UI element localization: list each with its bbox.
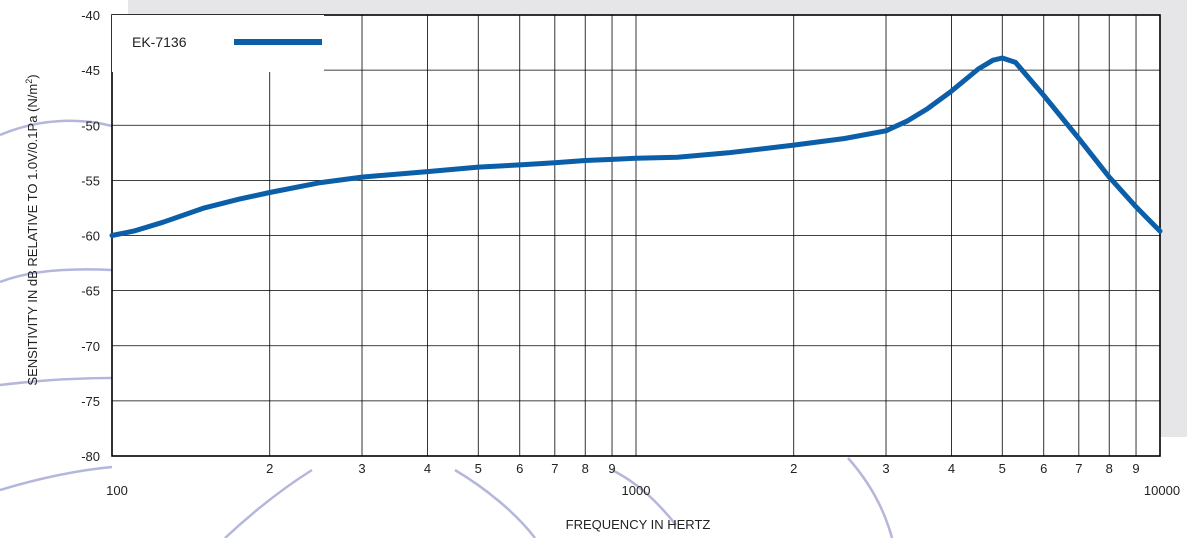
x-minor-tick-label: 9 xyxy=(608,461,615,476)
decorative-arc xyxy=(0,268,113,284)
legend: EK-7136 xyxy=(112,15,324,72)
decorative-arc xyxy=(0,465,113,492)
series-layer xyxy=(109,55,1163,238)
y-tick-labels: -40 -45 -50 -55 -60 -65 -70 -75 -80 xyxy=(81,8,100,464)
decorative-arc xyxy=(454,468,536,539)
x-major-tick-label: 1000 xyxy=(622,483,651,498)
x-minor-tick-label: 3 xyxy=(882,461,889,476)
y-tick-label: -50 xyxy=(81,118,100,133)
x-minor-tick-label: 4 xyxy=(424,461,431,476)
grid-lines xyxy=(112,15,1160,456)
x-minor-tick-label: 7 xyxy=(1075,461,1082,476)
decorative-arc xyxy=(0,376,113,387)
x-minor-tick-label: 7 xyxy=(551,461,558,476)
y-tick-label: -65 xyxy=(81,284,100,299)
x-minor-tick-label: 4 xyxy=(948,461,955,476)
y-tick-label: -55 xyxy=(81,173,100,188)
y-tick-label: -80 xyxy=(81,449,100,464)
decorative-arc xyxy=(224,468,313,539)
y-axis-title-close: ) xyxy=(25,74,40,78)
x-minor-tick-label: 8 xyxy=(1106,461,1113,476)
y-tick-label: -45 xyxy=(81,63,100,78)
decorative-arc xyxy=(847,457,894,539)
y-tick-label: -75 xyxy=(81,394,100,409)
x-minor-tick-label: 6 xyxy=(516,461,523,476)
y-axis-title: SENSITIVITY IN dB RELATIVE TO 1.0V/0.1Pa… xyxy=(24,74,40,385)
legend-label: EK-7136 xyxy=(132,34,187,50)
x-tick-labels: 2 3 4 5 6 7 8 9 2 3 4 5 6 7 8 9 100 1000 10000 xyxy=(106,461,1180,498)
x-major-tick-label: 100 xyxy=(106,483,128,498)
y-tick-label: -60 xyxy=(81,229,100,244)
x-minor-tick-label: 5 xyxy=(999,461,1006,476)
x-minor-tick-label: 9 xyxy=(1132,461,1139,476)
x-major-tick-label: 10000 xyxy=(1144,483,1180,498)
y-tick-label: -40 xyxy=(81,8,100,23)
decorative-arc xyxy=(0,119,113,137)
y-tick-label: -70 xyxy=(81,339,100,354)
y-axis-title-superscript: 2 xyxy=(24,79,34,84)
x-minor-tick-label: 6 xyxy=(1040,461,1047,476)
series-line-ek-7136 xyxy=(109,55,1163,238)
x-minor-tick-label: 3 xyxy=(358,461,365,476)
x-axis-title: FREQUENCY IN HERTZ xyxy=(566,517,711,532)
decorative-arc xyxy=(611,468,677,526)
x-minor-tick-label: 2 xyxy=(266,461,273,476)
y-axis-title-main: SENSITIVITY IN dB RELATIVE TO 1.0V/0.1Pa… xyxy=(25,84,40,386)
x-minor-tick-label: 2 xyxy=(790,461,797,476)
x-minor-tick-label: 5 xyxy=(475,461,482,476)
x-minor-tick-label: 8 xyxy=(582,461,589,476)
